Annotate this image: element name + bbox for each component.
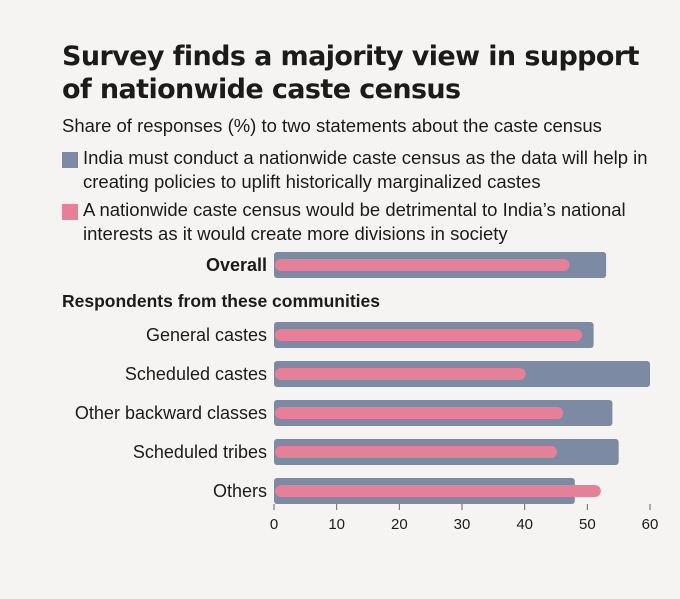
category-label-others: Others: [213, 481, 267, 501]
bar-oppose-general-castes: [275, 329, 583, 341]
legend-label-support: India must conduct a nationwide caste ce…: [83, 147, 648, 192]
bar-oppose-scheduled-castes: [275, 368, 526, 380]
x-tick-label-50: 50: [579, 516, 596, 533]
x-tick-label-30: 30: [454, 516, 471, 533]
x-tick-label-20: 20: [391, 516, 408, 533]
category-label-other-backward-classes: Other backward classes: [75, 403, 267, 423]
group-heading: Respondents from these communities: [62, 291, 380, 311]
x-tick-label-40: 40: [516, 516, 533, 533]
chart-subtitle: Share of responses (%) to two statements…: [62, 115, 602, 136]
legend-swatch-support: [62, 152, 78, 168]
x-tick-label-0: 0: [270, 516, 278, 533]
x-tick-label-60: 60: [642, 516, 659, 533]
category-label-scheduled-castes: Scheduled castes: [125, 364, 267, 384]
category-label-scheduled-tribes: Scheduled tribes: [133, 442, 267, 462]
chart-title: Survey finds a majority view in support …: [62, 41, 639, 105]
bar-oppose-scheduled-tribes: [275, 446, 557, 458]
legend-swatch-oppose: [62, 204, 78, 220]
category-label-overall: Overall: [206, 255, 267, 275]
bar-oppose-other-backward-classes: [275, 407, 564, 419]
bar-oppose-others: [275, 485, 601, 497]
category-label-general-castes: General castes: [146, 325, 267, 345]
bar-oppose-overall: [275, 259, 570, 271]
x-tick-label-10: 10: [328, 516, 345, 533]
legend-item-support: India must conduct a nationwide caste ce…: [62, 146, 677, 194]
legend-label-oppose: A nationwide caste census would be detri…: [83, 199, 626, 244]
legend-item-oppose: A nationwide caste census would be detri…: [62, 198, 677, 246]
